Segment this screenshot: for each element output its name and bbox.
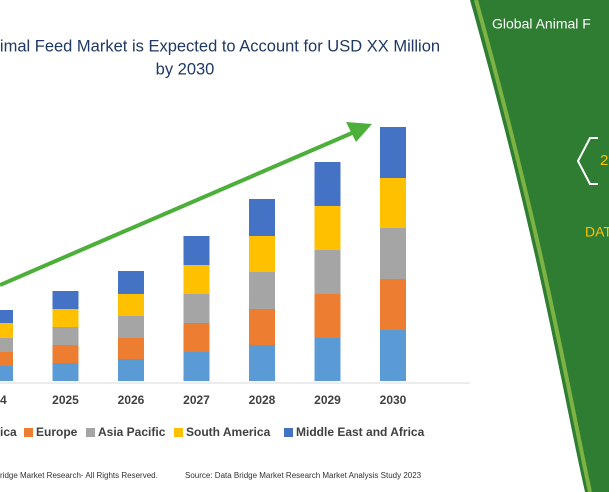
- footer-right: Source: Data Bridge Market Research Mark…: [185, 471, 422, 480]
- bar-segment: [249, 236, 275, 272]
- panel-edge: [474, 0, 592, 492]
- chart-subtitle: by 2030: [156, 60, 215, 78]
- bar-segment: [314, 294, 341, 338]
- legend-label: ica: [0, 425, 17, 439]
- bar-segment: [380, 279, 406, 330]
- bar-segment: [0, 352, 13, 366]
- legend-label: Europe: [36, 425, 78, 439]
- x-tick-label: 2028: [249, 393, 276, 407]
- bar-segment: [314, 250, 341, 294]
- bar-segment: [118, 359, 144, 381]
- bar-segment: [380, 228, 406, 279]
- legend-label: South America: [186, 425, 271, 439]
- legend-swatch: [86, 428, 95, 437]
- bar-segment: [380, 330, 406, 381]
- legend-swatch: [284, 428, 293, 437]
- x-tick-label: 24: [0, 393, 7, 407]
- bar-segment: [0, 366, 13, 381]
- bar-segment: [183, 294, 210, 323]
- bar-segment: [0, 323, 13, 338]
- bar-segment: [249, 345, 275, 381]
- x-tick-label: 2029: [314, 393, 341, 407]
- bar-segment: [52, 309, 79, 327]
- bar-segment: [314, 206, 341, 250]
- bar-segment: [52, 363, 79, 381]
- bar-segment: [183, 236, 210, 265]
- bar-segment: [0, 310, 13, 323]
- bar-segment: [0, 338, 13, 352]
- panel-label: DAT: [585, 224, 609, 240]
- bar-segment: [183, 352, 210, 381]
- bar-segment: [380, 127, 406, 178]
- trend-arrow: [0, 131, 353, 287]
- x-tick-label: 2027: [183, 393, 210, 407]
- footer-left: ridge Market Research- All Rights Reserv…: [0, 471, 158, 480]
- panel-title: Global Animal F: [492, 16, 591, 32]
- panel-badge: 2: [600, 152, 608, 169]
- bar-segment: [52, 327, 79, 345]
- bar-segment: [249, 309, 275, 345]
- bar-segment: [249, 272, 275, 309]
- bar-segment: [183, 265, 210, 294]
- panel-hexagon: [576, 137, 598, 185]
- bar-segment: [249, 199, 275, 236]
- legend-label: Asia Pacific: [98, 425, 166, 439]
- trend-arrow-head: [346, 122, 372, 142]
- bar-segment: [314, 162, 341, 206]
- x-tick-label: 2025: [52, 393, 79, 407]
- bar-segment: [52, 291, 79, 309]
- x-tick-label: 2026: [118, 393, 145, 407]
- legend-label: Middle East and Africa: [296, 425, 425, 439]
- bar-segment: [183, 323, 210, 352]
- bar-segment: [118, 294, 144, 316]
- legend-swatch: [174, 428, 183, 437]
- bar-segment: [118, 338, 144, 359]
- x-tick-label: 2030: [380, 393, 407, 407]
- chart-title: imal Feed Market is Expected to Account …: [0, 37, 440, 55]
- bar-segment: [118, 316, 144, 338]
- bar-segment: [380, 178, 406, 228]
- legend-swatch: [24, 428, 33, 437]
- bar-segment: [314, 338, 341, 381]
- bar-segment: [118, 271, 144, 294]
- bar-segment: [52, 345, 79, 363]
